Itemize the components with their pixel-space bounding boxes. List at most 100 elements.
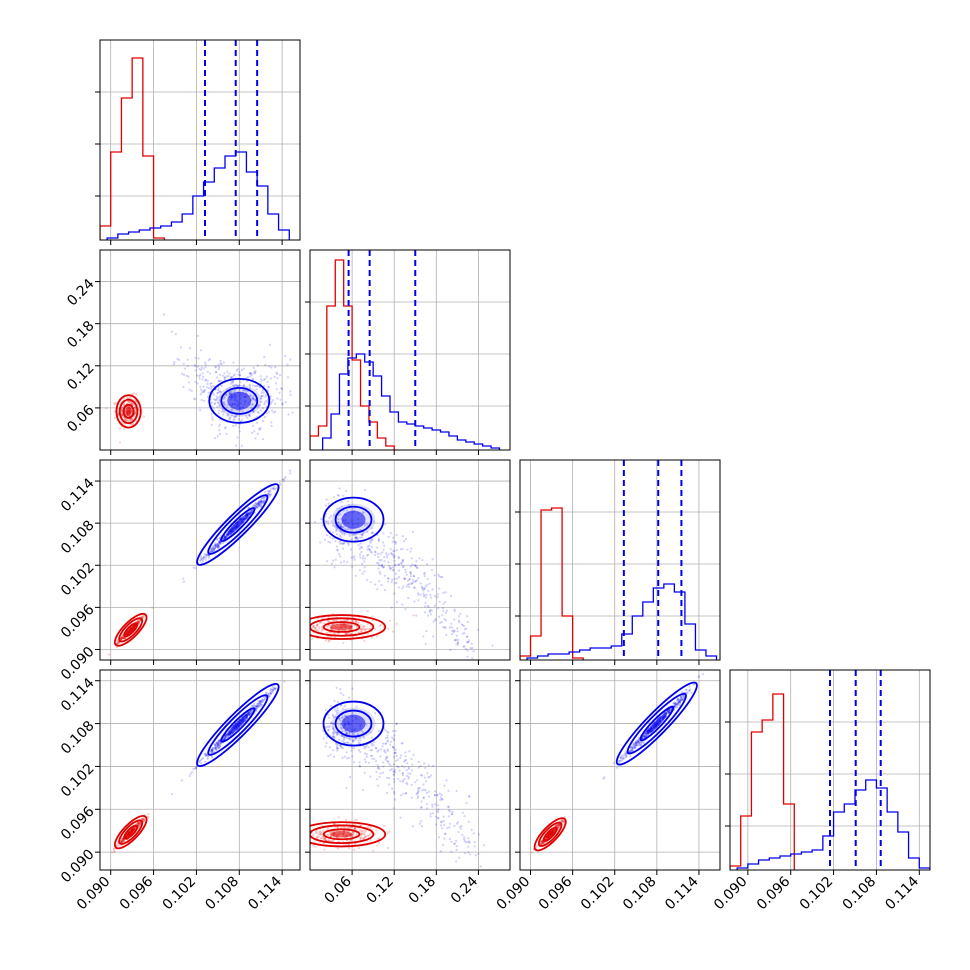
scatter-point <box>441 798 444 801</box>
scatter-point <box>249 712 252 716</box>
scatter-point <box>121 414 124 417</box>
scatter-point <box>436 811 440 814</box>
scatter-point <box>417 795 420 798</box>
scatter-point <box>268 495 271 498</box>
scatter-point <box>400 561 403 564</box>
scatter-point <box>335 686 338 690</box>
scatter-point <box>248 387 252 390</box>
scatter-point <box>328 639 331 642</box>
scatter-point <box>256 432 259 435</box>
scatter-point <box>407 777 410 780</box>
scatter-point <box>405 585 408 588</box>
scatter-point <box>223 372 226 375</box>
scatter-point <box>369 833 372 836</box>
scatter-point <box>431 803 434 806</box>
scatter-point <box>324 504 327 507</box>
scatter-point <box>254 709 258 713</box>
contour-level <box>207 494 269 555</box>
scatter-point <box>557 825 560 828</box>
scatter-point <box>398 556 401 559</box>
scatter-point <box>253 398 256 401</box>
scatter-point <box>668 709 671 712</box>
scatter-point <box>266 389 270 392</box>
scatter-point <box>369 754 372 757</box>
scatter-point <box>436 593 439 596</box>
scatter-point <box>386 748 389 751</box>
scatter-point <box>217 540 221 543</box>
scatter-point <box>251 384 254 387</box>
scatter-point <box>441 798 444 801</box>
scatter-point <box>379 755 382 758</box>
scatter-point <box>223 376 226 379</box>
scatter-point <box>211 749 214 752</box>
scatter-point <box>230 414 233 417</box>
scatter-point <box>383 589 386 592</box>
scatter-point <box>541 839 544 842</box>
scatter-point <box>404 608 407 611</box>
grid-1-0 <box>100 250 300 450</box>
scatter-point <box>251 704 254 707</box>
scatter-point <box>376 778 379 781</box>
scatter-point <box>392 553 395 556</box>
scatter-point <box>219 541 222 544</box>
scatter-point <box>333 699 336 703</box>
scatter-point <box>308 381 310 383</box>
scatter-point <box>403 540 406 543</box>
scatter-point <box>392 556 396 559</box>
scatter-point <box>394 751 397 755</box>
scatter-point <box>391 578 394 581</box>
scatter-point <box>335 744 338 748</box>
scatter-point <box>420 825 424 828</box>
scatter-point <box>364 835 367 839</box>
scatter-point <box>146 815 149 818</box>
scatter-point <box>141 818 144 821</box>
scatter-point <box>327 624 330 627</box>
ticks-1-1 <box>305 301 479 455</box>
scatter-point <box>389 769 392 772</box>
scatter-point <box>120 409 123 412</box>
scatter-point <box>423 776 426 779</box>
scatter-point <box>360 630 363 633</box>
scatter-point <box>219 744 222 748</box>
scatter-point <box>443 837 446 840</box>
scatter-point <box>401 603 404 606</box>
scatter-point <box>214 544 217 547</box>
scatter-point <box>388 830 391 833</box>
scatter-point <box>224 737 227 740</box>
scatter-point <box>303 624 305 626</box>
scatter-point <box>383 556 386 559</box>
scatter-point <box>203 752 206 755</box>
scatter-point <box>355 833 358 836</box>
scatter-point <box>323 622 326 625</box>
scatter-point <box>255 504 258 507</box>
scatter-point <box>361 830 364 833</box>
scatter-point <box>113 850 116 853</box>
scatter-point <box>136 821 139 825</box>
scatter-point <box>464 841 468 844</box>
scatter-point <box>474 664 476 666</box>
scatter-point <box>327 616 330 619</box>
scatter-point <box>403 577 406 580</box>
scatter-point <box>460 623 464 626</box>
scatter-point <box>201 372 204 375</box>
scatter-point <box>378 837 381 840</box>
scatter-point <box>217 379 221 382</box>
scatter-point <box>120 400 123 403</box>
scatter-point <box>204 378 208 381</box>
scatter-point <box>225 734 228 737</box>
scatter-point <box>540 840 543 843</box>
scatter-point <box>143 819 146 822</box>
scatter-point <box>121 837 124 841</box>
scatter-point <box>320 628 324 632</box>
scatter-point <box>248 512 251 516</box>
scatter-point <box>214 543 217 546</box>
scatter-point <box>412 753 415 757</box>
scatter-point <box>404 568 407 571</box>
scatter-point <box>267 692 270 695</box>
density-core-red <box>545 829 555 839</box>
scatter-point <box>258 501 261 504</box>
x-tick-label: 0.102 <box>160 874 200 914</box>
scatter-point <box>296 841 298 843</box>
scatter-point <box>368 549 371 552</box>
scatter-point <box>258 503 261 506</box>
